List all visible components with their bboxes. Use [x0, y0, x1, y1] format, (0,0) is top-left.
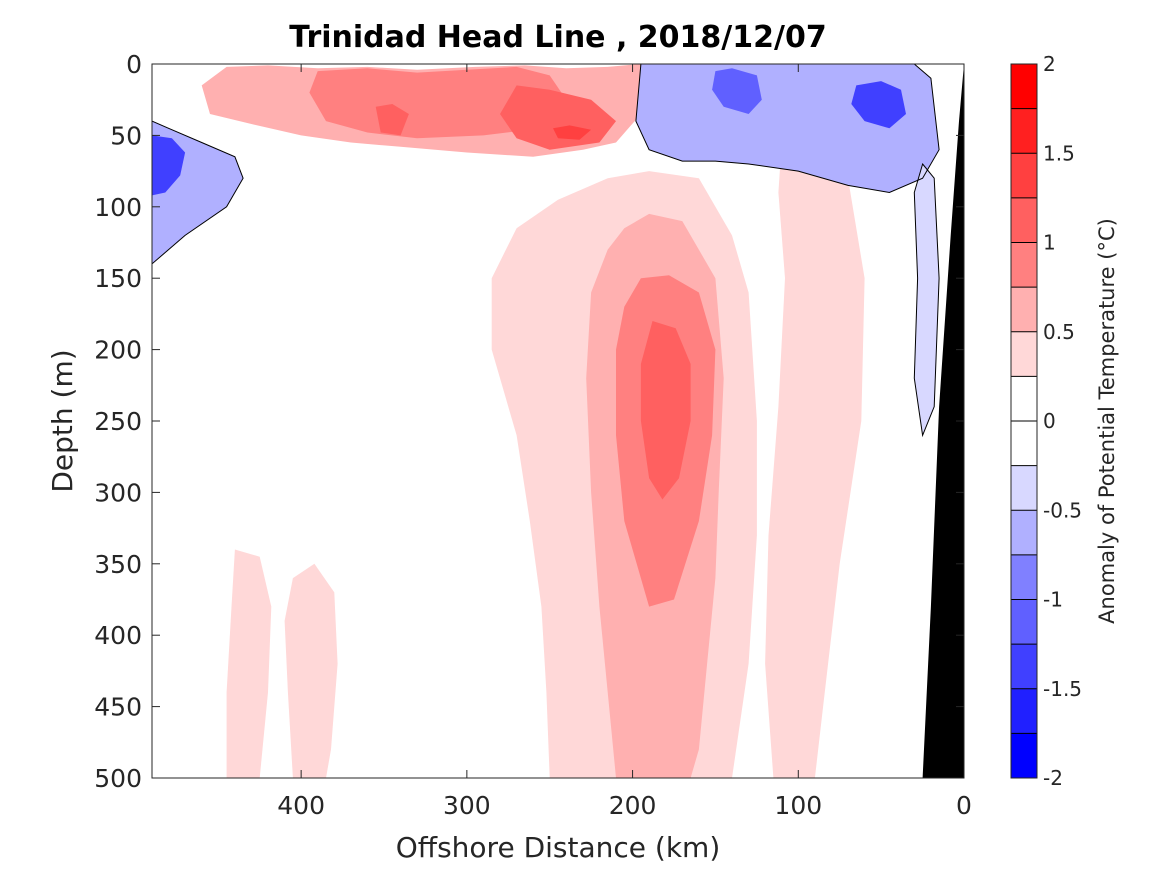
colorbar-segment [1011, 197, 1037, 243]
colorbar-segment [1011, 287, 1037, 332]
y-tick-label: 150 [94, 264, 142, 293]
colorbar-segment [1011, 733, 1037, 778]
y-tick-label: 300 [94, 478, 142, 507]
zero-contour-offshore-cool-patch [152, 120, 244, 265]
y-tick-label: 400 [94, 621, 142, 650]
anomaly-region-surface-warm-core-4 [375, 104, 409, 136]
colorbar-segment [1011, 688, 1037, 734]
colorbar-segment [1011, 421, 1037, 466]
chart-title: Trinidad Head Line , 2018/12/07 [289, 20, 826, 55]
colorbar-segment [1011, 465, 1037, 511]
anomaly-region-offshore-warm-strip-1 [226, 549, 272, 778]
y-tick-label: 0 [126, 50, 142, 79]
y-axis: 0 50 100 150 200 250 300 350 400 450 500 [94, 50, 964, 793]
colorbar-segment [1011, 242, 1037, 288]
x-tick-label: 200 [609, 791, 657, 820]
colorbar-tick-label: -1 [1043, 588, 1063, 612]
y-tick-label: 100 [94, 193, 142, 222]
anomaly-region-surface-warm-core-2 [500, 85, 616, 150]
colorbar-label: Anomaly of Potential Temperature (°C) [1095, 218, 1119, 624]
anomaly-region-nearshore-cool-core-1 [712, 68, 762, 114]
colorbar-segment [1011, 376, 1037, 421]
colorbar-tick-label: -1.5 [1043, 677, 1082, 701]
y-axis-label: Depth (m) [46, 349, 79, 492]
anomaly-region-deep-warm-peak [640, 321, 691, 500]
x-tick-label: 100 [774, 791, 822, 820]
colorbar-tick-label: 0 [1043, 409, 1056, 433]
colorbar-segment [1011, 554, 1037, 600]
x-tick-label: 400 [277, 791, 325, 820]
colorbar-segment [1011, 64, 1037, 109]
colorbar-segment [1011, 644, 1037, 689]
colorbar-segment [1011, 153, 1037, 198]
zero-contour-nearshore-cool-surface [635, 64, 940, 194]
colorbar-tick-label: -0.5 [1043, 498, 1082, 522]
colorbar-segment [1011, 331, 1037, 377]
colorbar-tick-label: 1.5 [1043, 141, 1075, 165]
y-tick-label: 350 [94, 550, 142, 579]
anomaly-region-surface-warm-core-1 [309, 66, 567, 139]
bathymetry-mask [922, 64, 964, 778]
anomaly-region-offshore-cool-core [152, 135, 186, 196]
colorbar-frame [1010, 63, 1038, 779]
x-axis: 400 300 200 100 0 [277, 64, 972, 820]
colorbar-tick-label: 1 [1043, 231, 1056, 255]
anomaly-region-nearshore-cool-deep [914, 164, 940, 436]
y-tick-label: 500 [94, 764, 142, 793]
anomaly-region-nearshore-cool-core-2 [851, 81, 906, 129]
plot-area [152, 64, 964, 778]
colorbar-tick-label: 2 [1043, 52, 1056, 76]
colorbar-tick-label: 0.5 [1043, 320, 1075, 344]
anomaly-region-nearshore-warm [765, 142, 865, 778]
colorbar-segment [1011, 510, 1037, 555]
colorbar-segment [1011, 599, 1037, 645]
zero-contour-nearshore-cool-deep [913, 162, 940, 438]
colorbar-segment [1011, 108, 1037, 154]
x-tick-label: 300 [443, 791, 491, 820]
y-tick-label: 200 [94, 336, 142, 365]
colorbar-tick-label: -2 [1043, 766, 1063, 790]
colorbar: 2 1.5 1 0.5 0 -0.5 -1 -1.5 -2 [1010, 52, 1082, 790]
x-axis-label: Offshore Distance (km) [396, 831, 721, 864]
x-tick-label: 0 [956, 791, 972, 820]
y-tick-label: 50 [110, 121, 142, 150]
anomaly-region-surface-warm-core-3 [553, 125, 592, 140]
anomaly-region-offshore-warm-strip-2 [284, 563, 338, 778]
y-tick-label: 450 [94, 693, 142, 722]
y-tick-label: 250 [94, 407, 142, 436]
